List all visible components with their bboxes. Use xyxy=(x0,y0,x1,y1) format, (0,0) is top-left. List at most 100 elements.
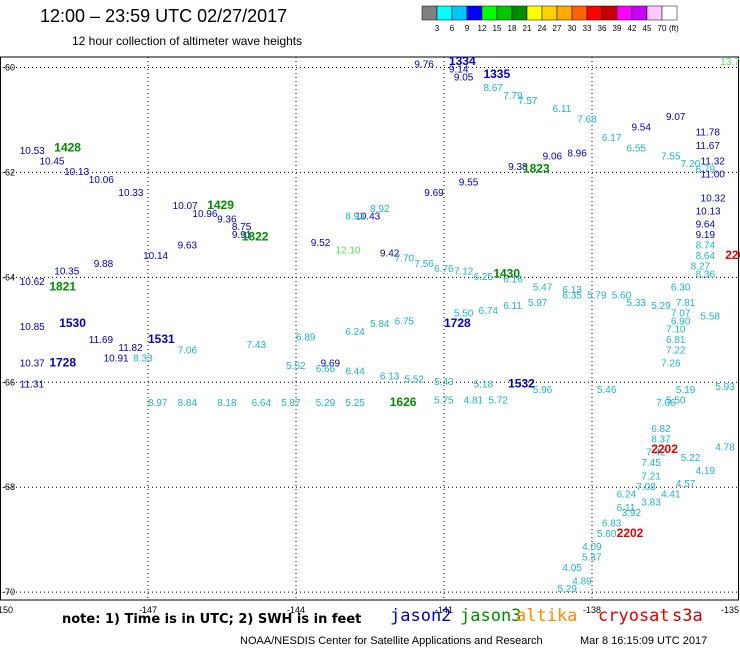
wave-height-label: 7.08 xyxy=(636,482,656,493)
mission-jason3: jason3 xyxy=(460,606,522,626)
pass-label: 1823 xyxy=(523,161,550,175)
wave-height-label: 8.67 xyxy=(483,83,503,94)
wave-height-label: 9.54 xyxy=(631,122,651,133)
wave-height-label: 5.47 xyxy=(533,282,553,293)
wave-height-label: 3.92 xyxy=(622,508,642,519)
wave-height-label: 3.83 xyxy=(641,498,661,509)
wave-height-label: 4.05 xyxy=(562,563,582,574)
wave-height-label: 10.06 xyxy=(89,175,114,186)
mission-altika: altika xyxy=(516,606,578,626)
wave-height-label: 8.36 xyxy=(696,269,716,280)
wave-height-label: 11.69 xyxy=(89,335,114,346)
wave-height-label: 8.92 xyxy=(370,204,390,215)
wave-height-label: 7.57 xyxy=(518,96,538,107)
colorbar-tick-label: 21 xyxy=(523,24,532,33)
wave-height-label: 6.79 xyxy=(696,164,716,175)
wave-height-label: 5.52 xyxy=(286,361,306,372)
wave-height-label: 5.60 xyxy=(612,290,632,301)
wave-height-label: 9.36 xyxy=(217,214,237,225)
colorbar-swatch xyxy=(586,5,603,21)
wave-height-label: 5.25 xyxy=(345,398,365,409)
pass-label: 2202 xyxy=(725,248,740,262)
wave-height-label: 9.14 xyxy=(449,65,469,76)
wave-height-label: 5.29 xyxy=(557,584,577,595)
wave-height-label: 7.26 xyxy=(661,359,681,370)
x-tick-label: -150 xyxy=(0,605,13,615)
wave-height-label: 11.00 xyxy=(701,170,726,181)
wave-height-label: 5.19 xyxy=(676,385,696,396)
wave-height-label: 7.21 xyxy=(641,471,661,482)
footer-note: note: 1) Time is in UTC; 2) SWH is in fe… xyxy=(62,612,362,627)
wave-height-label: 10.45 xyxy=(39,157,64,168)
wave-height-label: 7.45 xyxy=(641,458,661,469)
wave-height-label: 10.53 xyxy=(20,146,45,157)
wave-height-label: 7.81 xyxy=(676,298,696,309)
wave-height-label: 5.50 xyxy=(666,395,686,406)
wave-height-label: 11.78 xyxy=(696,128,721,139)
wave-height-label: 9.19 xyxy=(696,230,716,241)
wave-height-label: 11.67 xyxy=(696,141,721,152)
colorbar-swatch xyxy=(526,5,543,21)
colorbar-swatch xyxy=(601,5,618,21)
mission-cryosat: cryosat xyxy=(598,606,670,626)
wave-height-label: 8.97 xyxy=(148,398,168,409)
wave-height-label: 4.41 xyxy=(661,490,681,501)
wave-height-label: 11.32 xyxy=(701,157,726,168)
pass-label: 2202 xyxy=(651,442,678,456)
wave-height-label: 10.13 xyxy=(696,206,721,217)
wave-height-label: 5.96 xyxy=(533,385,553,396)
wave-height-label: 10.07 xyxy=(173,201,198,212)
wave-height-label: 8.37 xyxy=(651,435,671,446)
plot-frame xyxy=(0,56,739,601)
pass-label: 1532 xyxy=(508,377,535,391)
wave-height-label: 4.89 xyxy=(572,576,592,587)
wave-height-label: 6.11 xyxy=(553,104,572,115)
colorbar-swatch xyxy=(496,5,513,21)
wave-height-label: 7.70 xyxy=(395,254,415,265)
wave-height-label: 9.05 xyxy=(454,73,474,84)
wave-height-label: 5.79 xyxy=(587,290,607,301)
colorbar-tick-label: 45 xyxy=(643,24,652,33)
y-tick-label: -66 xyxy=(2,377,15,387)
x-tick-label: -141 xyxy=(435,605,453,615)
colorbar-swatch xyxy=(511,5,528,21)
colorbar-tick-label: 12 xyxy=(478,24,487,33)
wave-height-label: 8.75 xyxy=(232,222,252,233)
pass-label: 1728 xyxy=(444,316,471,330)
wave-height-label: 10.14 xyxy=(143,251,168,262)
wave-height-label: 6.82 xyxy=(651,424,671,435)
wave-height-label: 6.30 xyxy=(671,282,691,293)
wave-height-label: 7.43 xyxy=(247,340,267,351)
wave-height-label: 7.06 xyxy=(178,345,198,356)
wave-height-label: 5.84 xyxy=(370,319,390,330)
wave-height-label: 8.18 xyxy=(217,398,237,409)
wave-height-label: 9.06 xyxy=(543,151,563,162)
wave-height-label: 4.57 xyxy=(676,479,696,490)
wave-height-label: 6.66 xyxy=(316,364,336,375)
wave-height-label: 6.11 xyxy=(503,301,522,312)
pass-label: 1429 xyxy=(207,198,234,212)
wave-height-label: 7.22 xyxy=(666,345,686,356)
wave-height-label: 5.46 xyxy=(597,385,617,396)
y-tick-label: -70 xyxy=(2,587,15,597)
pass-label: 1821 xyxy=(49,279,76,293)
wave-height-label: 9.52 xyxy=(311,238,331,249)
wave-height-label: 9.55 xyxy=(459,178,479,189)
wave-height-label: 6.25 xyxy=(474,272,494,283)
x-tick-label: -144 xyxy=(287,605,305,615)
wave-height-label: 6.90 xyxy=(671,317,691,328)
wave-height-label: 8.33 xyxy=(133,353,153,364)
y-tick-label: -64 xyxy=(2,272,15,282)
colorbar-swatch xyxy=(466,5,483,21)
chart-title: 12:00 – 23:59 UTC 02/27/2017 xyxy=(40,6,288,26)
colorbar-tick-label: 36 xyxy=(598,24,607,33)
wave-height-label: 5.43 xyxy=(434,377,454,388)
wave-height-label: 6.75 xyxy=(395,317,415,328)
pass-label: 1430 xyxy=(493,266,520,280)
wave-height-label: 7.10 xyxy=(666,324,686,335)
x-tick-label: -138 xyxy=(583,605,601,615)
colorbar-tick-label: 15 xyxy=(493,24,502,33)
colorbar-swatch xyxy=(556,5,573,21)
wave-height-label: 8.96 xyxy=(567,149,587,160)
